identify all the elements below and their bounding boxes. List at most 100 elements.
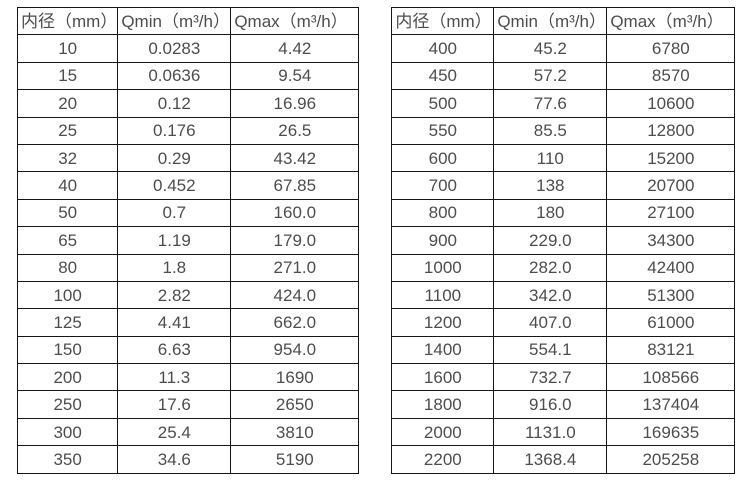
table-row: 50 0.7 160.0	[16, 198, 360, 228]
table-cell: 138	[493, 171, 608, 200]
table-cell: 40	[16, 171, 119, 200]
table-cell: 9.54	[230, 61, 360, 91]
table-cell: 100	[16, 280, 119, 310]
table-cell: 2200	[391, 445, 495, 474]
table-cell: 179.0	[230, 226, 360, 255]
table-cell: 61000	[606, 308, 736, 337]
table-cell: 1600	[391, 363, 495, 392]
table-row: 300 25.4 3810	[16, 417, 360, 447]
table-row: 250 17.6 2650	[16, 390, 360, 419]
table-cell: 1368.4	[493, 445, 608, 474]
table-cell: 600	[391, 143, 495, 173]
table-header: 内径（mm） Qmin（m³/h） Qmax（m³/h）	[391, 6, 736, 36]
table-cell: 27100	[606, 198, 736, 228]
column-header: Qmin（m³/h）	[493, 6, 608, 36]
table-cell: 10	[16, 34, 119, 63]
table-cell: 43.42	[230, 143, 360, 173]
table-cell: 150	[16, 335, 119, 365]
flow-table-small-diameters: 内径（mm） Qmin（m³/h） Qmax（m³/h） 10 0.0283 4.42 1…	[16, 6, 360, 474]
table-row: 450 57.2 8570	[391, 61, 736, 91]
table-cell: 17.6	[117, 390, 232, 419]
table-cell: 34.6	[117, 445, 232, 474]
table-cell: 51300	[606, 280, 736, 310]
table-cell: 1400	[391, 335, 495, 365]
table-row: 1000 282.0 42400	[391, 253, 736, 282]
table-row: 200 11.3 1690	[16, 363, 360, 392]
table-cell: 160.0	[230, 198, 360, 228]
table-row: 20 0.12 16.96	[16, 89, 360, 118]
table-row: 900 229.0 34300	[391, 226, 736, 255]
column-header: Qmax（m³/h）	[230, 6, 360, 36]
table-row: 150 6.63 954.0	[16, 335, 360, 365]
table-cell: 0.452	[117, 171, 232, 200]
column-header: 内径（mm）	[16, 6, 119, 36]
table-cell: 1100	[391, 280, 495, 310]
table-cell: 6.63	[117, 335, 232, 365]
table-cell: 32	[16, 143, 119, 173]
table-cell: 2.82	[117, 280, 232, 310]
header-row: 内径（mm） Qmin（m³/h） Qmax（m³/h）	[391, 6, 736, 36]
table-cell: 1690	[230, 363, 360, 392]
table-cell: 450	[391, 61, 495, 91]
table-cell: 1.8	[117, 253, 232, 282]
table-cell: 67.85	[230, 171, 360, 200]
table-cell: 900	[391, 226, 495, 255]
table-cell: 11.3	[117, 363, 232, 392]
table-row: 10 0.0283 4.42	[16, 34, 360, 63]
table-cell: 15200	[606, 143, 736, 173]
table-cell: 50	[16, 198, 119, 228]
flow-table-large-diameters: 内径（mm） Qmin（m³/h） Qmax（m³/h） 400 45.2 6780 45…	[391, 6, 736, 474]
table-cell: 554.1	[493, 335, 608, 365]
table-cell: 6780	[606, 34, 736, 63]
table-cell: 125	[16, 308, 119, 337]
table-cell: 1200	[391, 308, 495, 337]
table-cell: 137404	[606, 390, 736, 419]
table-cell: 800	[391, 198, 495, 228]
table-cell: 200	[16, 363, 119, 392]
table-cell: 8570	[606, 61, 736, 91]
table-cell: 0.12	[117, 89, 232, 118]
table-cell: 12800	[606, 116, 736, 145]
table-cell: 300	[16, 417, 119, 447]
table-cell: 0.0283	[117, 34, 232, 63]
table-body: 10 0.0283 4.42 15 0.0636 9.54 20 0.12 16.96 25 0.1…	[16, 34, 360, 474]
table-cell: 2000	[391, 417, 495, 447]
column-header: Qmin（m³/h）	[117, 6, 232, 36]
table-cell: 250	[16, 390, 119, 419]
table-cell: 0.29	[117, 143, 232, 173]
table-cell: 0.176	[117, 116, 232, 145]
table-cell: 205258	[606, 445, 736, 474]
table-cell: 15	[16, 61, 119, 91]
table-cell: 916.0	[493, 390, 608, 419]
table-row: 125 4.41 662.0	[16, 308, 360, 337]
table-row: 400 45.2 6780	[391, 34, 736, 63]
table-cell: 271.0	[230, 253, 360, 282]
table-cell: 700	[391, 171, 495, 200]
table-cell: 400	[391, 34, 495, 63]
table-cell: 42400	[606, 253, 736, 282]
table-row: 40 0.452 67.85	[16, 171, 360, 200]
table-cell: 57.2	[493, 61, 608, 91]
header-row: 内径（mm） Qmin（m³/h） Qmax（m³/h）	[16, 6, 360, 36]
table-cell: 25.4	[117, 417, 232, 447]
table-cell: 180	[493, 198, 608, 228]
table-cell: 1800	[391, 390, 495, 419]
table-cell: 20700	[606, 171, 736, 200]
table-cell: 550	[391, 116, 495, 145]
table-header: 内径（mm） Qmin（m³/h） Qmax（m³/h）	[16, 6, 360, 36]
table-cell: 25	[16, 116, 119, 145]
table-cell: 108566	[606, 363, 736, 392]
table-row: 1800 916.0 137404	[391, 390, 736, 419]
table-cell: 282.0	[493, 253, 608, 282]
table-cell: 424.0	[230, 280, 360, 310]
table-cell: 45.2	[493, 34, 608, 63]
column-header: 内径（mm）	[391, 6, 495, 36]
table-cell: 169635	[606, 417, 736, 447]
table-cell: 16.96	[230, 89, 360, 118]
table-cell: 85.5	[493, 116, 608, 145]
table-cell: 350	[16, 445, 119, 474]
table-cell: 0.7	[117, 198, 232, 228]
table-row: 32 0.29 43.42	[16, 143, 360, 173]
table-row: 80 1.8 271.0	[16, 253, 360, 282]
